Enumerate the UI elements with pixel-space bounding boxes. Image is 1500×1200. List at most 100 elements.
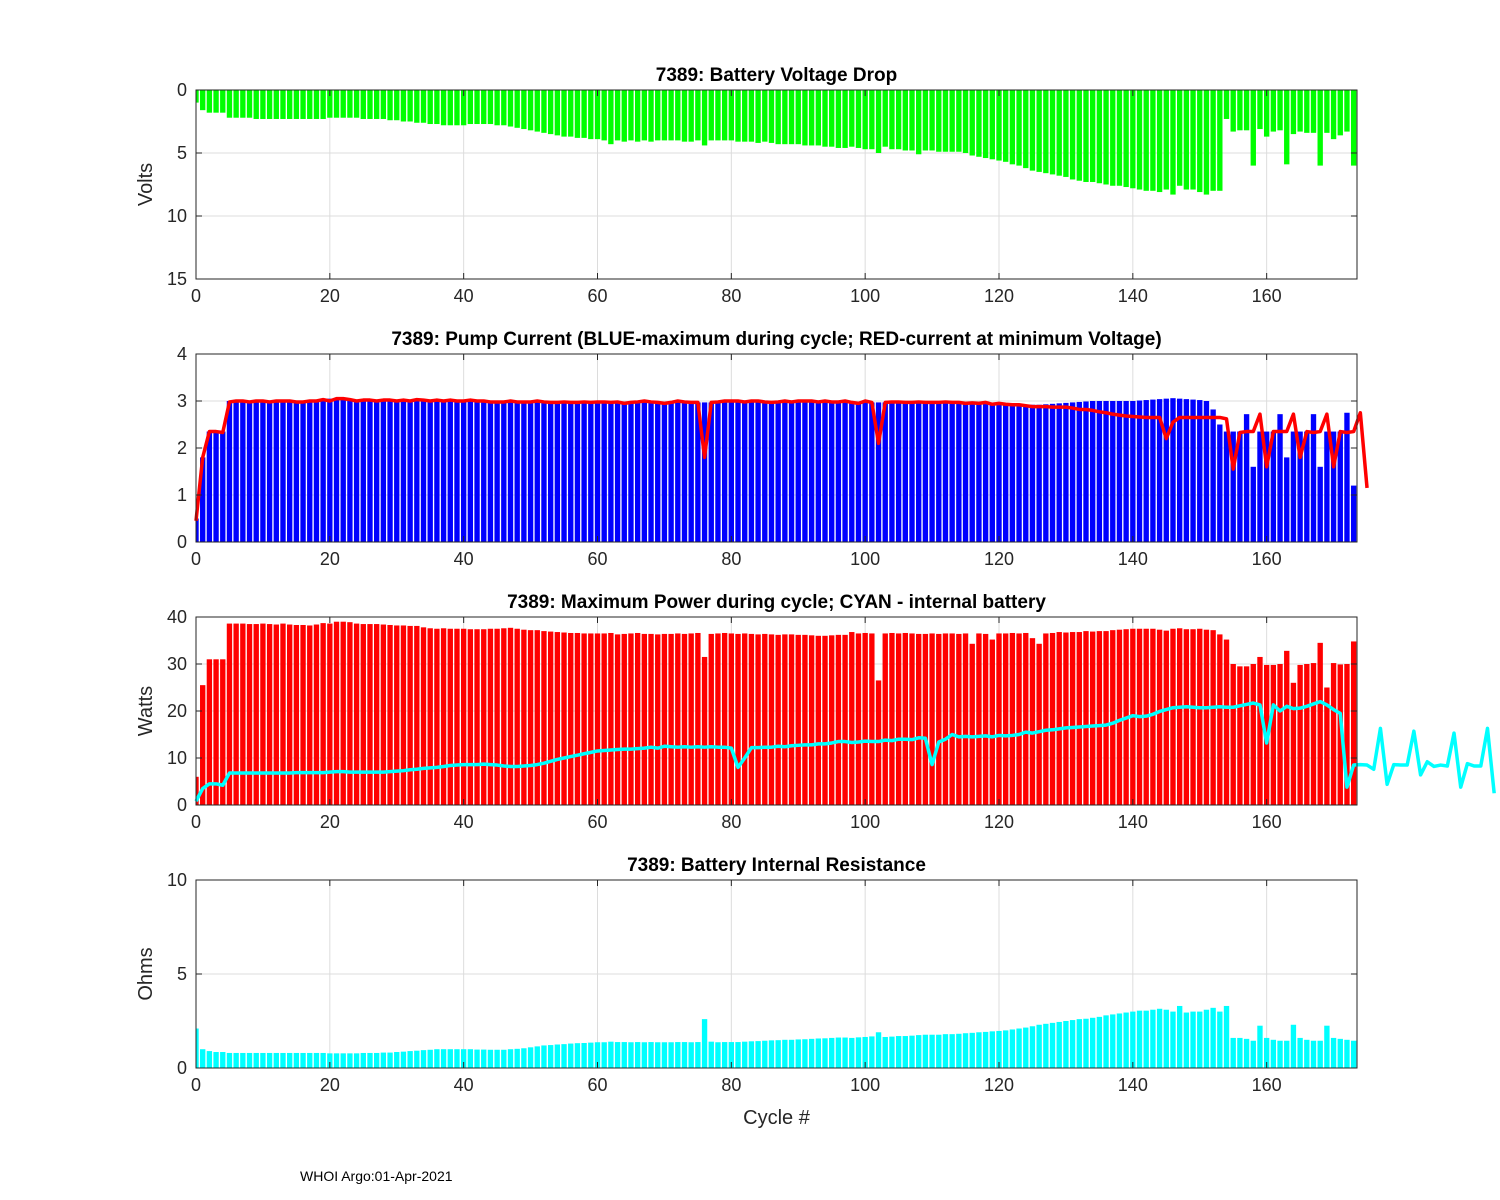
- bar: [715, 633, 721, 805]
- bar: [394, 90, 400, 121]
- bar: [420, 401, 427, 542]
- bar: [1116, 629, 1123, 805]
- y-axis-label: Watts: [135, 686, 157, 736]
- bar: [808, 635, 815, 805]
- bar: [902, 402, 908, 542]
- bar: [273, 624, 279, 805]
- bar: [1116, 1013, 1123, 1068]
- bar: [1257, 90, 1263, 130]
- x-tick-label: 120: [984, 1075, 1014, 1095]
- bar: [1029, 90, 1036, 171]
- bar: [721, 632, 728, 805]
- bar: [982, 633, 989, 805]
- bar: [695, 1042, 701, 1068]
- bar: [1103, 1015, 1109, 1068]
- bar: [601, 633, 607, 805]
- bar: [755, 634, 761, 805]
- bar: [196, 518, 199, 542]
- x-tick-label: 20: [320, 812, 340, 832]
- bar: [1250, 1040, 1256, 1068]
- x-tick-label: 100: [850, 1075, 880, 1095]
- x-tick-label: 140: [1118, 1075, 1148, 1095]
- bar: [1350, 1040, 1357, 1068]
- bar: [875, 1032, 882, 1068]
- bar: [1257, 656, 1263, 805]
- bar: [782, 1039, 788, 1068]
- bar: [875, 90, 882, 153]
- bar: [501, 90, 507, 126]
- x-tick-label: 20: [320, 549, 340, 569]
- bar: [708, 402, 714, 542]
- bar: [213, 659, 219, 805]
- bar: [380, 90, 387, 119]
- bar: [360, 90, 366, 119]
- bar: [320, 1052, 326, 1068]
- bar: [1143, 1010, 1149, 1068]
- bar: [608, 402, 614, 542]
- bar: [1023, 632, 1029, 805]
- bar: [307, 90, 313, 119]
- bar: [1330, 1037, 1337, 1068]
- bar: [474, 90, 480, 125]
- bar: [534, 401, 540, 542]
- x-tick-label: 40: [454, 549, 474, 569]
- bar: [260, 623, 266, 805]
- bar: [641, 1042, 648, 1068]
- bar: [246, 624, 253, 805]
- bar: [895, 402, 902, 542]
- bar: [588, 1042, 594, 1068]
- bar: [1250, 664, 1256, 805]
- bar: [1110, 401, 1116, 542]
- bar: [949, 90, 955, 152]
- bar: [1123, 90, 1129, 188]
- bar: [568, 90, 574, 137]
- bar: [327, 1053, 333, 1068]
- bar: [1156, 629, 1163, 805]
- bar: [808, 402, 815, 542]
- bar: [982, 402, 989, 542]
- bar: [949, 402, 955, 542]
- bar: [1123, 401, 1129, 542]
- bar: [1049, 90, 1056, 175]
- bar: [869, 402, 875, 542]
- bar: [1049, 403, 1056, 542]
- bar: [1150, 90, 1156, 191]
- bar: [454, 401, 460, 542]
- bar: [1090, 1017, 1096, 1068]
- x-tick-label: 80: [721, 286, 741, 306]
- bar: [916, 1035, 922, 1068]
- bar: [534, 1046, 540, 1068]
- bar: [1083, 1018, 1089, 1068]
- bar: [1170, 628, 1176, 805]
- bar: [715, 402, 721, 542]
- bar: [440, 401, 447, 542]
- bar: [936, 633, 942, 805]
- bar: [755, 402, 761, 542]
- bar: [1284, 1040, 1290, 1068]
- bar: [347, 90, 353, 118]
- bar: [541, 90, 547, 133]
- bar: [889, 632, 895, 805]
- bar: [200, 90, 206, 111]
- bar: [808, 90, 815, 146]
- bar: [1183, 1012, 1190, 1068]
- bar: [1056, 1021, 1062, 1068]
- bar: [400, 401, 407, 542]
- bar: [1297, 1037, 1303, 1068]
- bar: [969, 643, 975, 805]
- x-tick-label: 160: [1252, 549, 1282, 569]
- bar: [1063, 632, 1069, 805]
- bar: [594, 90, 601, 140]
- bar: [588, 633, 594, 805]
- bar: [414, 1050, 420, 1068]
- bar: [434, 1049, 440, 1068]
- bar: [213, 90, 219, 113]
- bar: [1183, 629, 1190, 805]
- bar: [695, 402, 701, 542]
- y-tick-label: 2: [177, 438, 187, 458]
- bar: [1136, 400, 1143, 542]
- bar: [226, 90, 233, 118]
- bar: [728, 633, 735, 805]
- bar: [226, 1052, 233, 1068]
- bar: [447, 401, 453, 542]
